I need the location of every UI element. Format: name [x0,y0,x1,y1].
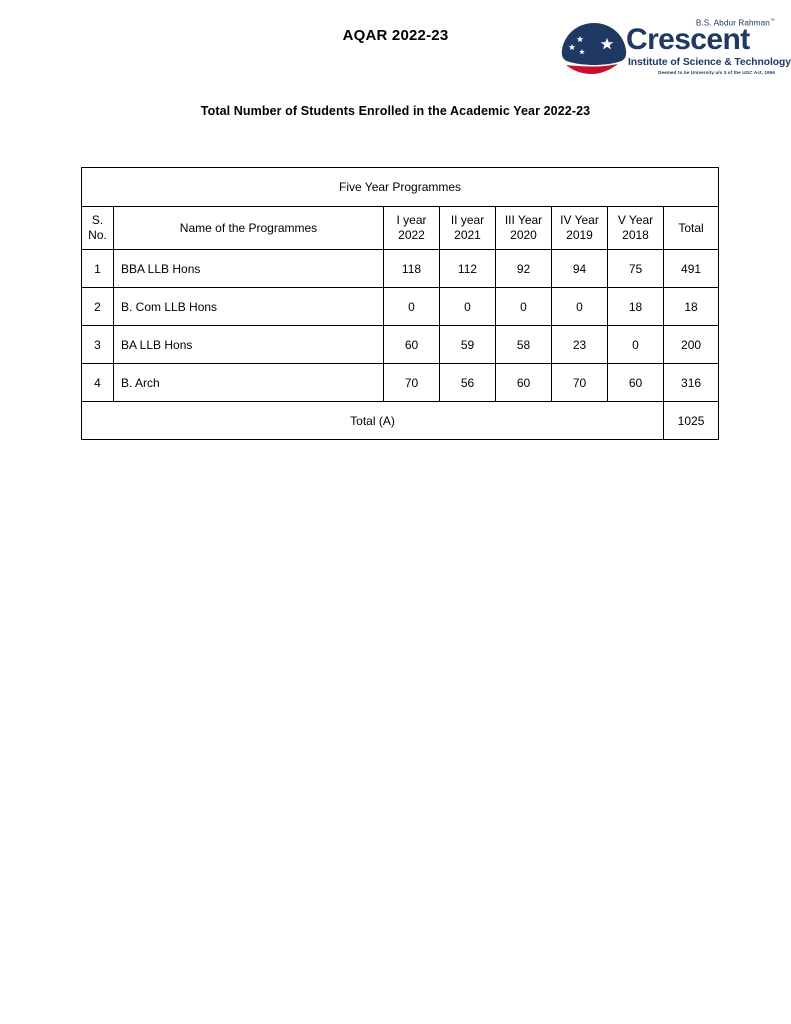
header-year-3-value: 2020 [510,228,537,242]
cell-sno: 4 [81,363,114,402]
cell-year-2: 0 [439,287,496,326]
cell-year-4: 0 [551,287,608,326]
logo-wordmark: Crescent [626,23,750,56]
header-sno: S. No. [81,206,114,250]
table-row: 3 BA LLB Hons 60 59 58 23 0 200 [81,325,720,364]
table-title-row: Five Year Programmes [80,167,720,207]
crescent-logo: B.S. Abdur Rahman™ Crescent Institute of… [558,18,791,80]
cell-year-4: 94 [551,249,608,288]
cell-sno: 2 [81,287,114,326]
header-year-1: I year 2022 [383,206,440,250]
table-title-cell: Five Year Programmes [80,167,720,207]
enrollment-table-container: Five Year Programmes S. No. Name of the … [80,167,720,440]
cell-programme-name: B. Arch [113,363,384,402]
cell-year-1: 60 [383,325,440,364]
section-subtitle: Total Number of Students Enrolled in the… [200,104,591,118]
page-title: AQAR 2022-23 [342,27,449,44]
cell-year-3: 92 [495,249,552,288]
logo-university-name: B.S. Abdur Rahman™ [696,18,775,28]
header-year-5-value: 2018 [622,228,649,242]
logo-deemed-line: Deemed to be University u/s 3 of the UGC… [658,70,775,75]
cell-year-4: 70 [551,363,608,402]
cell-row-total: 18 [662,287,720,326]
table-header-row: S. No. Name of the Programmes I year 202… [81,206,720,250]
header-year-3-label: III Year [504,213,543,227]
trademark-icon: ™ [769,18,775,24]
cell-sno: 1 [81,249,114,288]
header-year-3: III Year 2020 [495,206,552,250]
header-programme-name: Name of the Programmes [113,206,384,250]
cell-year-2: 56 [439,363,496,402]
crescent-logo-text: B.S. Abdur Rahman™ Crescent Institute of… [626,18,791,80]
cell-year-5: 75 [607,249,664,288]
header-year-4: IV Year 2019 [551,206,608,250]
cell-row-total: 200 [662,325,720,364]
cell-year-2: 112 [439,249,496,288]
cell-year-5: 0 [607,325,664,364]
header-year-1-label: I year [396,213,427,227]
header-sno-line1: S. [91,213,104,227]
cell-year-5: 18 [607,287,664,326]
enrollment-table: Five Year Programmes S. No. Name of the … [80,167,720,440]
header-year-4-label: IV Year [560,213,599,227]
logo-university-name-text: B.S. Abdur Rahman [695,18,770,28]
crescent-emblem-icon [561,23,627,75]
cell-programme-name: B. Com LLB Hons [113,287,384,326]
cell-year-3: 60 [495,363,552,402]
cell-year-4: 23 [551,325,608,364]
header-year-2-value: 2021 [454,228,481,242]
table-footer-row: Total (A) 1025 [81,401,720,440]
header-year-4-value: 2019 [566,228,593,242]
header-year-2: II year 2021 [439,206,496,250]
header-year-5-label: V Year [617,213,654,227]
cell-row-total: 491 [662,249,720,288]
header-year-2-label: II year [450,213,485,227]
logo-institute-line: Institute of Science & Technology [628,57,791,68]
cell-year-1: 118 [383,249,440,288]
cell-year-3: 58 [495,325,552,364]
cell-programme-name: BA LLB Hons [113,325,384,364]
cell-sno: 3 [81,325,114,364]
document-header: AQAR 2022-23 B.S. Abdur Rahman™ Crescent… [0,0,791,95]
cell-year-3: 0 [495,287,552,326]
cell-year-5: 60 [607,363,664,402]
table-row: 1 BBA LLB Hons 118 112 92 94 75 491 [81,249,720,288]
cell-row-total: 316 [662,363,720,402]
table-row: 4 B. Arch 70 56 60 70 60 316 [81,363,720,402]
header-sno-line2: No. [88,228,107,242]
table-row: 2 B. Com LLB Hons 0 0 0 0 18 18 [81,287,720,326]
footer-label: Total (A) [81,401,664,440]
footer-total-value: 1025 [662,401,720,440]
cell-year-2: 59 [439,325,496,364]
cell-programme-name: BBA LLB Hons [113,249,384,288]
header-year-5: V Year 2018 [607,206,664,250]
header-year-1-value: 2022 [398,228,425,242]
cell-year-1: 70 [383,363,440,402]
cell-year-1: 0 [383,287,440,326]
header-total: Total [662,206,720,250]
